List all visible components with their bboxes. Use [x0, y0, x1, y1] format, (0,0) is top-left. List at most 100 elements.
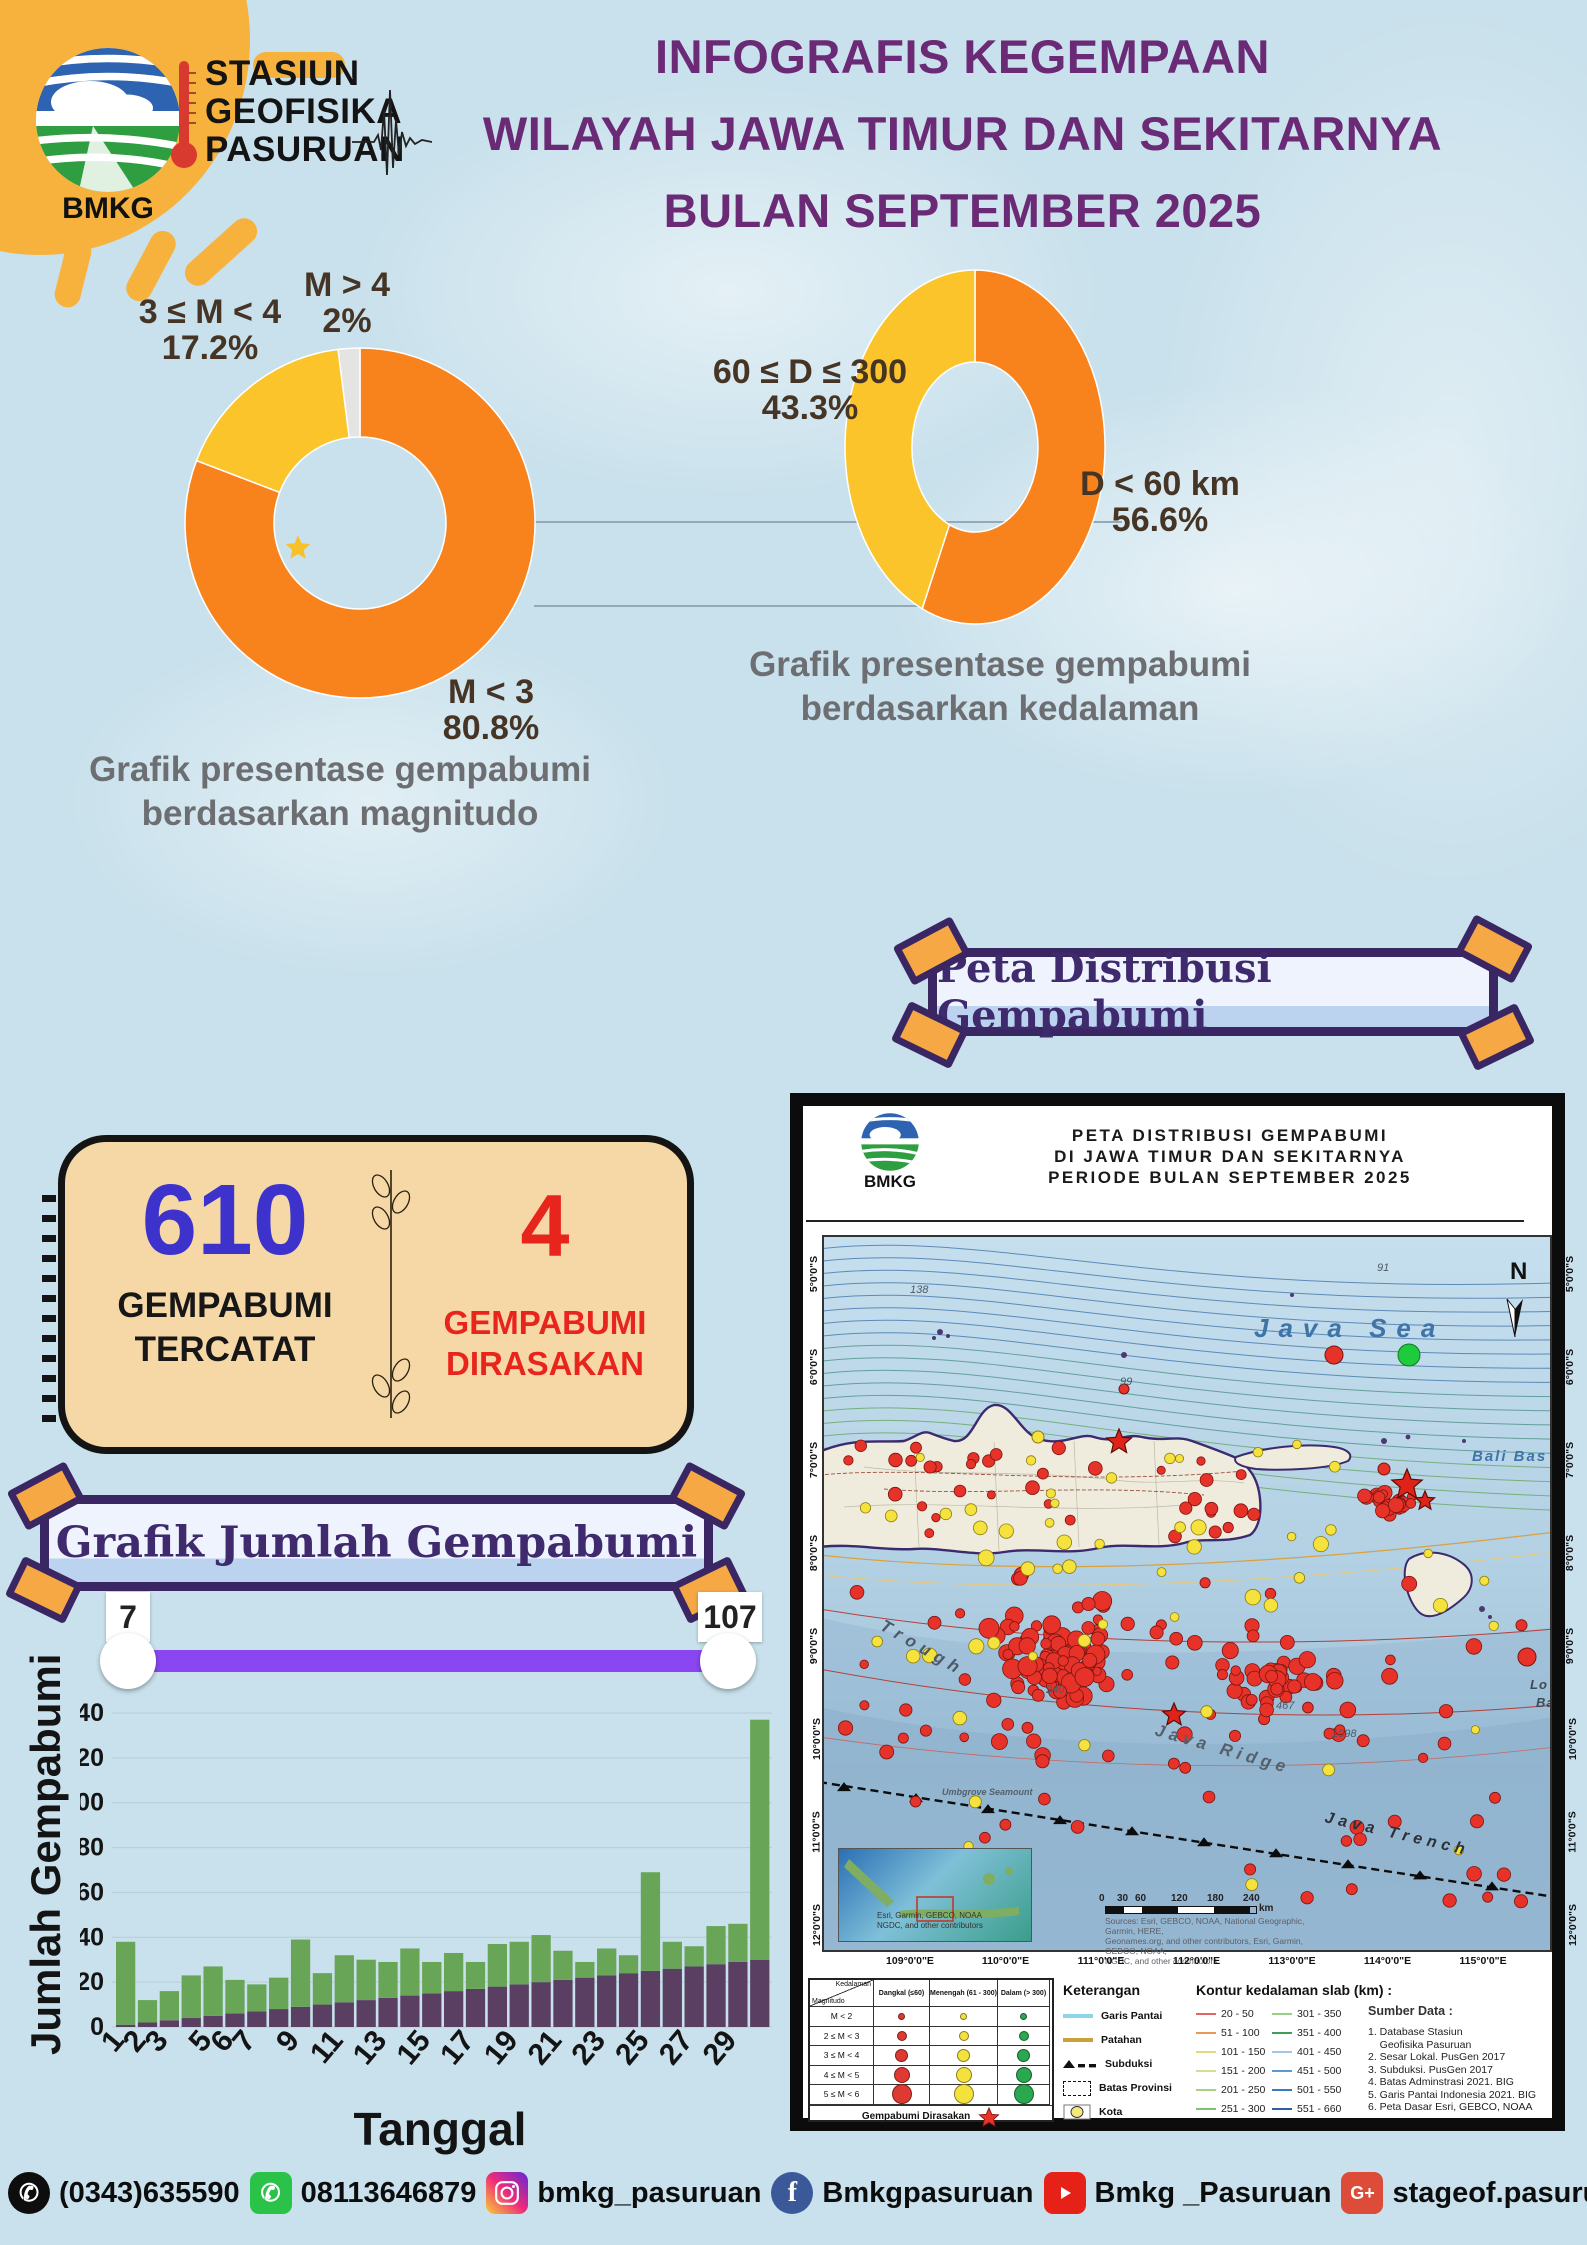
earthquake-marker [1164, 1452, 1176, 1465]
kontur-item: 101 - 150 [1196, 2042, 1265, 2061]
lat-label: 10°0'0"S [811, 1717, 824, 1761]
kontur-item: 201 - 250 [1196, 2080, 1265, 2099]
earthquake-marker [884, 1509, 898, 1523]
slider-track[interactable] [128, 1650, 728, 1672]
youtube-icon [1043, 2172, 1086, 2214]
seismogram-icon [352, 89, 432, 176]
banner-inner [49, 1504, 704, 1582]
map-place-label: Bali Bas [1472, 1448, 1547, 1465]
footer-contact[interactable]: Bmkg _Pasuruan [1043, 2172, 1331, 2214]
inset-map: Esri, Garmin, GEBCO, NOAA NGDC, and othe… [838, 1848, 1032, 1942]
earthquake-marker [905, 1649, 921, 1664]
footer-contact[interactable]: G+stageof.pasuruan@bmkg.go.id [1341, 2172, 1587, 2214]
earthquake-marker [952, 1710, 968, 1726]
bar-ytick: 0 [90, 2013, 104, 2041]
earthquake-marker [1405, 1498, 1417, 1509]
donut-slice [921, 269, 1106, 625]
earthquake-marker [1082, 1652, 1098, 1668]
earthquake-marker [1356, 1734, 1370, 1748]
thermometer-icon [171, 61, 197, 168]
earthquake-marker [931, 1512, 941, 1523]
earthquake-marker [1322, 1763, 1335, 1777]
scale-unit: km [1259, 1903, 1274, 1914]
earthquake-marker [859, 1502, 872, 1514]
contour-number: 138 [910, 1284, 929, 1296]
earthquake-marker [1334, 1724, 1346, 1736]
lat-label: 5°0'0"S [1564, 1255, 1577, 1293]
bar-segment-count [706, 1926, 726, 1965]
earthquake-marker [979, 1831, 991, 1844]
earthquake-marker [1216, 1669, 1228, 1681]
lon-label: 113°0'0"E [1268, 1955, 1316, 1967]
earthquake-marker [1230, 1665, 1241, 1676]
earthquake-marker [1328, 1460, 1341, 1473]
lat-label: 7°0'0"S [1564, 1441, 1577, 1479]
footer-contact[interactable]: bmkg_pasuruan [486, 2172, 761, 2214]
facebook-icon: f [771, 2172, 814, 2214]
bar-segment-count [487, 1944, 507, 1987]
earthquake-marker [1120, 1616, 1135, 1631]
bar-ytick: 100 [80, 1789, 104, 1817]
bar-segment-base [400, 1995, 420, 2027]
earthquake-marker [1465, 1638, 1483, 1655]
keterangan-title: Keterangan [1063, 1982, 1141, 1998]
felt-earthquake-star [1390, 1467, 1424, 1500]
earthquake-marker [1169, 1612, 1180, 1622]
bar-xtick: 15 [390, 2024, 437, 2071]
footer-contact[interactable]: ✆ (0343)635590 [8, 2172, 240, 2214]
earthquake-marker [897, 1732, 909, 1744]
earthquake-marker [1470, 1814, 1485, 1829]
earthquake-marker [1298, 1651, 1316, 1669]
felt-legend-label: Gempabumi Dirasakan [861, 2111, 971, 2122]
bar-segment-count [444, 1952, 464, 1992]
stats-card: 610 GEMPABUMI TERCATAT 4 GEMPABUMI DIRAS… [58, 1135, 694, 1454]
earthquake-marker [1244, 1863, 1257, 1876]
earthquake-marker [939, 1507, 953, 1521]
earthquake-marker [1190, 1519, 1207, 1536]
slice-label-m4: M > 4 2% [304, 266, 390, 340]
slider-handle-min[interactable] [100, 1633, 156, 1689]
bar-ytick: 140 [80, 1699, 104, 1727]
card-hatching [42, 1195, 56, 1425]
earthquake-marker [923, 1460, 937, 1474]
earthquake-marker [1156, 1465, 1166, 1475]
bar-segment-base [575, 1977, 595, 2027]
bar-segment-base [531, 1982, 551, 2027]
bar-segment-count [597, 1948, 617, 1976]
earthquake-marker [1432, 1597, 1448, 1613]
earthquake-marker [953, 1484, 967, 1498]
footer-contact[interactable]: ✆ 08113646879 [249, 2172, 476, 2214]
sun-ray [253, 52, 345, 78]
lat-label: 12°0'0"S [1567, 1903, 1580, 1947]
footer-contact[interactable]: f Bmkgpasuruan [771, 2172, 1034, 2214]
earthquake-marker [1013, 1571, 1028, 1586]
earthquake-marker [1423, 1548, 1433, 1559]
bar-segment-count [312, 1973, 333, 2005]
earthquake-marker [921, 1647, 938, 1664]
earthquake-marker [1442, 1893, 1457, 1908]
earthquake-marker [1325, 1524, 1337, 1536]
earthquake-marker [1056, 1534, 1073, 1551]
map-bmkg-logo [861, 1113, 919, 1171]
earthquake-marker [1101, 1749, 1115, 1763]
earthquake-marker [1081, 1621, 1096, 1635]
felt-count: 4 [520, 1176, 570, 1275]
slider-handle-max[interactable] [700, 1633, 756, 1689]
earthquake-marker [1387, 1814, 1402, 1829]
earthquake-marker [1401, 1575, 1418, 1592]
earthquake-marker [1293, 1572, 1306, 1584]
earthquake-marker [955, 1608, 966, 1619]
earthquake-marker [1326, 1672, 1344, 1690]
earthquake-marker [1094, 1538, 1105, 1550]
earthquake-marker [843, 1455, 854, 1466]
slider-min-value: 7 [106, 1592, 150, 1642]
earthquake-marker [1388, 1496, 1405, 1513]
earthquake-marker [1199, 1473, 1214, 1487]
bar-segment-count [203, 1966, 223, 2016]
earthquake-marker [899, 1703, 913, 1717]
legend-corner-mag: Magnitudo [812, 1998, 845, 2005]
earthquake-marker [1438, 1704, 1454, 1719]
lat-label: 7°0'0"S [808, 1441, 821, 1479]
earthquake-marker [1050, 1498, 1060, 1509]
scale-label: 180 [1207, 1893, 1224, 1904]
